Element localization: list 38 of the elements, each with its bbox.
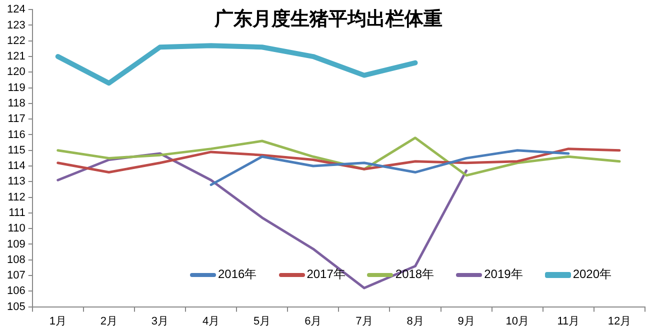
y-tick-label: 107 [6, 270, 26, 282]
y-tick-label: 113 [8, 176, 26, 188]
x-tick-label: 3月 [151, 315, 169, 328]
x-tick-label: 9月 [458, 315, 475, 328]
y-tick-label: 112 [8, 191, 26, 204]
legend-label: 2017年 [306, 266, 346, 283]
y-tick-label: 109 [6, 238, 26, 250]
y-tick-label: 117 [8, 113, 26, 126]
x-tick-label: 8月 [406, 315, 424, 328]
legend-label: 2016年 [218, 266, 257, 283]
y-tick-label: 124 [6, 4, 26, 16]
y-tick-label: 110 [8, 222, 26, 235]
x-tick-label: 4月 [202, 315, 220, 328]
y-tick-label: 111 [8, 206, 26, 219]
chart-title: 广东月度生猪平均出栏体重 [214, 9, 442, 30]
x-tick-label: 10月 [506, 315, 529, 328]
x-tick-label: 11月 [557, 315, 580, 328]
y-tick-label: 106 [6, 285, 26, 298]
y-tick-label: 114 [8, 160, 26, 172]
legend-label: 2019年 [484, 266, 523, 283]
y-tick-label: 120 [6, 66, 26, 78]
y-tick-label: 108 [6, 254, 26, 266]
x-tick-label: 1月 [49, 315, 66, 328]
y-tick-label: 119 [8, 82, 26, 94]
x-tick-label: 2月 [100, 315, 118, 328]
y-tick-label: 116 [8, 128, 26, 141]
y-tick-label: 121 [6, 50, 26, 63]
x-tick-label: 12月 [608, 315, 632, 328]
legend-label: 2018年 [395, 266, 434, 283]
y-tick-label: 118 [8, 97, 26, 110]
x-tick-label: 5月 [254, 315, 271, 328]
legend-label: 2020年 [572, 266, 612, 283]
x-tick-label: 7月 [356, 315, 373, 328]
y-tick-label: 105 [6, 300, 26, 313]
x-tick-label: 6月 [304, 315, 322, 328]
y-tick-label: 123 [6, 19, 26, 32]
y-tick-label: 122 [6, 34, 26, 47]
y-tick-label: 115 [8, 144, 26, 156]
